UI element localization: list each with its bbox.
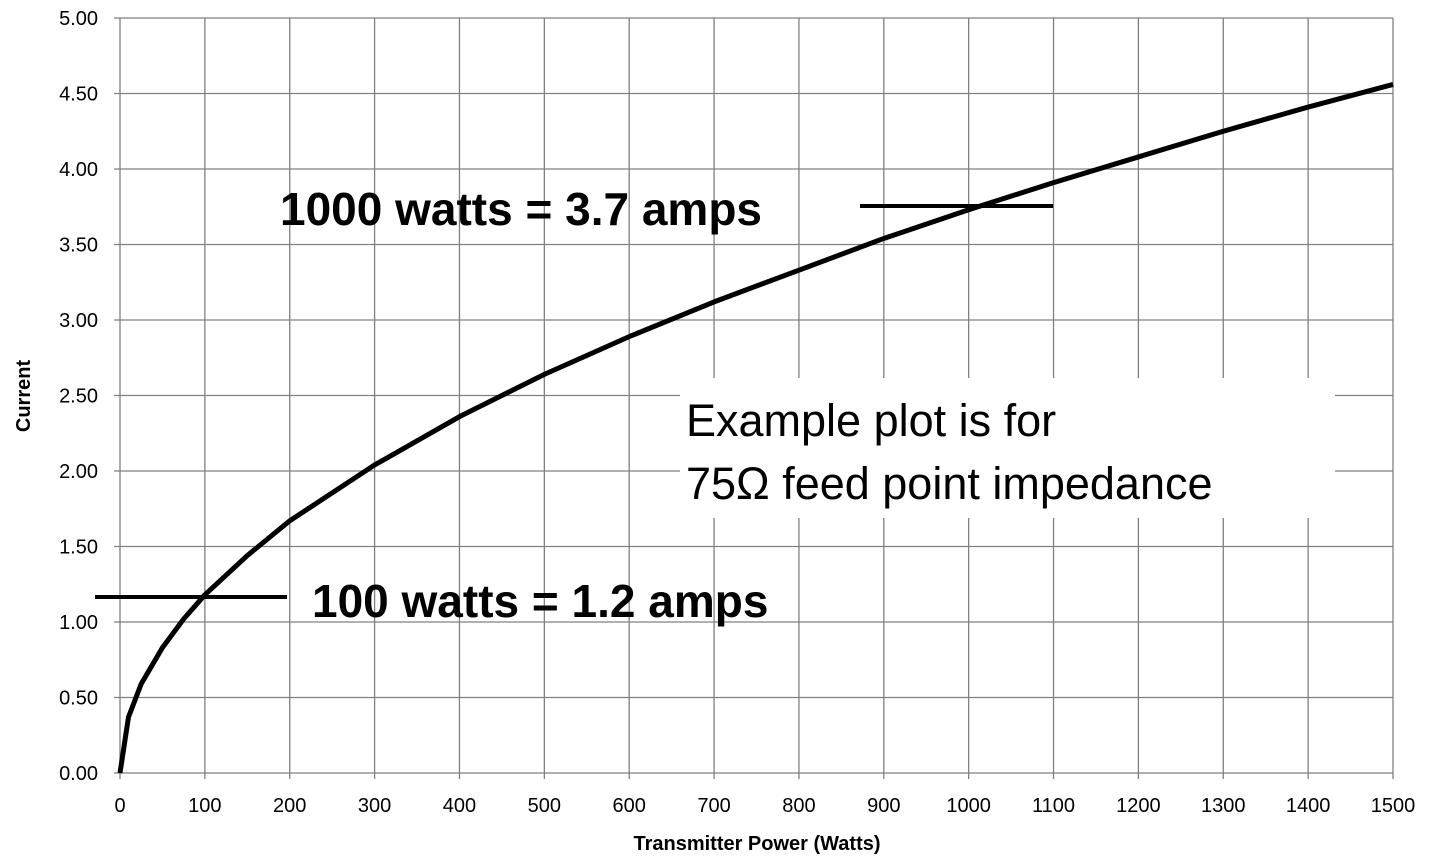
y-tick-label: 2.50	[59, 386, 98, 408]
y-tick-label: 0.00	[59, 763, 98, 785]
note-text: Example plot is for	[686, 395, 1056, 446]
y-tick-label: 0.50	[59, 688, 98, 710]
x-tick-label: 800	[782, 795, 815, 817]
y-tick-label: 4.00	[59, 159, 98, 181]
y-tick-label: 3.50	[59, 235, 98, 257]
x-axis-label: Transmitter Power (Watts)	[633, 833, 880, 855]
y-tick-label: 2.00	[59, 461, 98, 483]
y-tick-label: 5.00	[59, 8, 98, 30]
x-tick-label: 1500	[1371, 795, 1416, 817]
x-tick-label: 700	[697, 795, 730, 817]
y-tick-label: 4.50	[59, 84, 98, 106]
x-tick-label: 1400	[1286, 795, 1331, 817]
annotation: 1000 watts = 3.7 amps	[280, 183, 762, 235]
y-tick-label: 1.00	[59, 612, 98, 634]
x-tick-label: 400	[443, 795, 476, 817]
note-box	[680, 378, 1335, 518]
x-tick-label: 1200	[1116, 795, 1161, 817]
x-tick-label: 600	[613, 795, 646, 817]
data-line	[117, 82, 1394, 774]
annotation: 100 watts = 1.2 amps	[312, 575, 768, 627]
x-tick-label: 300	[358, 795, 391, 817]
x-tick-label: 200	[273, 795, 306, 817]
x-tick-label: 100	[188, 795, 221, 817]
x-tick-label: 1100	[1032, 795, 1075, 817]
y-tick-label: 1.50	[59, 537, 98, 559]
x-tick-label: 1300	[1201, 795, 1246, 817]
x-tick-label: 0	[114, 795, 125, 817]
y-axis-label: Current	[13, 360, 35, 433]
x-tick-label: 1000	[946, 795, 991, 817]
x-tick-label: 500	[528, 795, 561, 817]
x-tick-label: 900	[867, 795, 900, 817]
note-text: 75Ω feed point impedance	[686, 458, 1213, 509]
y-tick-label: 3.00	[59, 310, 98, 332]
